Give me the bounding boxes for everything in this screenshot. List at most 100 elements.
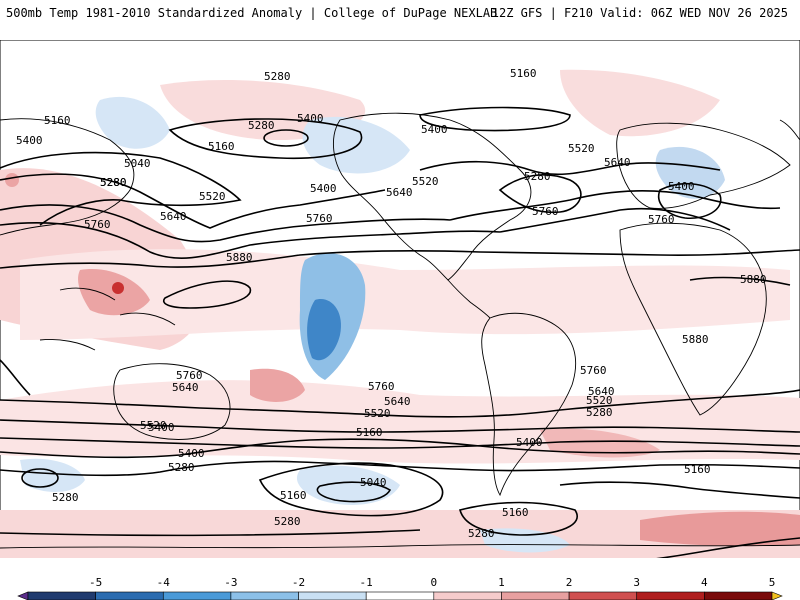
colorbar-swatch [162, 591, 232, 600]
contour-label: 5160 [684, 463, 711, 476]
contour-label: 5640 [386, 186, 413, 199]
contour-label: 5160 [280, 489, 307, 502]
contour-5160-north-pacific [168, 118, 363, 160]
cool-area-aleutian [95, 96, 170, 149]
colorbar-swatch [433, 591, 502, 600]
contour-label: 5640 [604, 156, 631, 169]
contour-label: 5520 [140, 419, 167, 432]
colorbar-end-low [17, 591, 29, 600]
contour-5880-pacific [163, 280, 252, 309]
contour-label: 5160 [510, 67, 537, 80]
contour-label: 5280 [468, 527, 495, 540]
contour-label: 5400 [668, 180, 695, 193]
antarctica-outline [0, 544, 800, 549]
contour-5400-atlantic [419, 160, 721, 176]
contour-label: 5400 [16, 134, 43, 147]
contour-label: 5520 [412, 175, 439, 188]
contour-5160-arctic [419, 106, 571, 132]
contour-label: 5760 [368, 380, 395, 393]
anomaly-colorbar: -5 -4 -3 -2 -1 0 1 2 3 4 5 [17, 576, 783, 600]
africa-outline [619, 222, 767, 416]
contour-5280-antarctic [656, 537, 800, 558]
height-contours [0, 106, 800, 558]
contour-label: 5640 [172, 381, 199, 394]
contour-5520-pacific [0, 204, 451, 243]
contour-label: 5160 [356, 426, 383, 439]
contour-label: 5760 [306, 212, 333, 225]
contour-label: 5520 [568, 142, 595, 155]
map-title: 500mb Temp 1981-2010 Standardized Anomal… [6, 6, 498, 20]
contour-low-south-indian [21, 468, 59, 488]
anomaly-shading [0, 69, 800, 558]
colorbar-tick-label: 5 [769, 576, 776, 589]
warm-area-south-atlantic [540, 428, 660, 458]
contour-label: 5520 [364, 407, 391, 420]
contour-label: 5280 [586, 406, 613, 419]
contour-label: 5640 [384, 395, 411, 408]
colorbar-swatch [298, 591, 367, 600]
colorbar-ticks: -5 -4 -3 -2 -1 0 1 2 3 4 5 [89, 576, 775, 589]
contour-5160-southeast [559, 481, 800, 499]
warm-core-asia [112, 282, 124, 294]
colorbar-tick-label: -1 [360, 576, 373, 589]
contour-5760-south [0, 389, 800, 418]
contour-5400-south [0, 438, 800, 459]
south-america-outline [481, 312, 577, 497]
contour-label: 5880 [226, 251, 253, 264]
contour-5880-south [0, 359, 31, 396]
contour-5160-south [258, 462, 444, 517]
contour-5880-atlantic [689, 276, 791, 286]
contour-label: 5760 [176, 369, 203, 382]
colorbar-tick-label: -2 [292, 576, 305, 589]
contour-label: 5400 [297, 112, 324, 125]
contour-label: 5160 [44, 114, 71, 127]
contour-label: 5880 [740, 273, 767, 286]
colorbar-tick-label: -4 [157, 576, 171, 589]
warm-area-tropics [20, 249, 790, 340]
contour-label: 5160 [208, 140, 235, 153]
contour-label: 5760 [84, 218, 111, 231]
australia-outline [113, 363, 231, 440]
warm-area-southern-ocean [640, 511, 800, 547]
colorbar-tick-label: 0 [431, 576, 438, 589]
contour-label: 5280 [248, 119, 275, 132]
contour-5520-south [0, 437, 800, 449]
contour-5040-south [316, 481, 392, 503]
contour-5160-drake [459, 501, 578, 536]
contour-label: 5400 [310, 182, 337, 195]
contour-5280-pacific [0, 151, 242, 226]
contour-label: 5280 [168, 461, 195, 474]
run-info: 12Z GFS | F210 Valid: 06Z WED NOV 26 202… [491, 6, 788, 20]
warm-area-atlantic [560, 69, 720, 137]
colorbar-tick-label: -3 [224, 576, 237, 589]
maritime-continent-outline [39, 287, 176, 351]
map-panel: 5280 5160 5160 5160 5280 5400 5400 5040 … [0, 40, 800, 558]
contour-5280-atlantic [498, 174, 582, 214]
contour-label: 5400 [148, 421, 175, 434]
contour-label: 5400 [421, 123, 448, 136]
contour-5040-north-pacific [263, 129, 309, 147]
cool-area-south-indian [20, 458, 85, 492]
contour-5640-south [0, 419, 800, 433]
contour-label: 5520 [199, 190, 226, 203]
contour-label: 5040 [360, 476, 387, 489]
contour-labels: 5280 5160 5160 5160 5280 5400 5400 5040 … [16, 67, 767, 540]
contour-5280-far-south [0, 529, 421, 537]
contour-5760-pacific [0, 249, 800, 269]
central-america-outline [447, 279, 491, 319]
contour-label: 5280 [100, 176, 127, 189]
contour-label: 5760 [648, 213, 675, 226]
colorbar-swatch [636, 591, 705, 600]
cool-core-central-pacific [307, 299, 341, 361]
contour-label: 5280 [100, 176, 127, 189]
contour-label: 5760 [532, 205, 559, 218]
contour-label: 5520 [586, 394, 613, 407]
colorbar-tick-label: 4 [701, 576, 708, 589]
colorbar-tick-label: -5 [89, 576, 102, 589]
contour-label: 5640 [588, 385, 615, 398]
contour-5400-pacific [0, 173, 386, 229]
contour-5640-pacific [0, 222, 501, 259]
colorbar-swatch [27, 591, 96, 600]
contour-label: 5880 [682, 333, 709, 346]
contour-label: 5280 [274, 515, 301, 528]
